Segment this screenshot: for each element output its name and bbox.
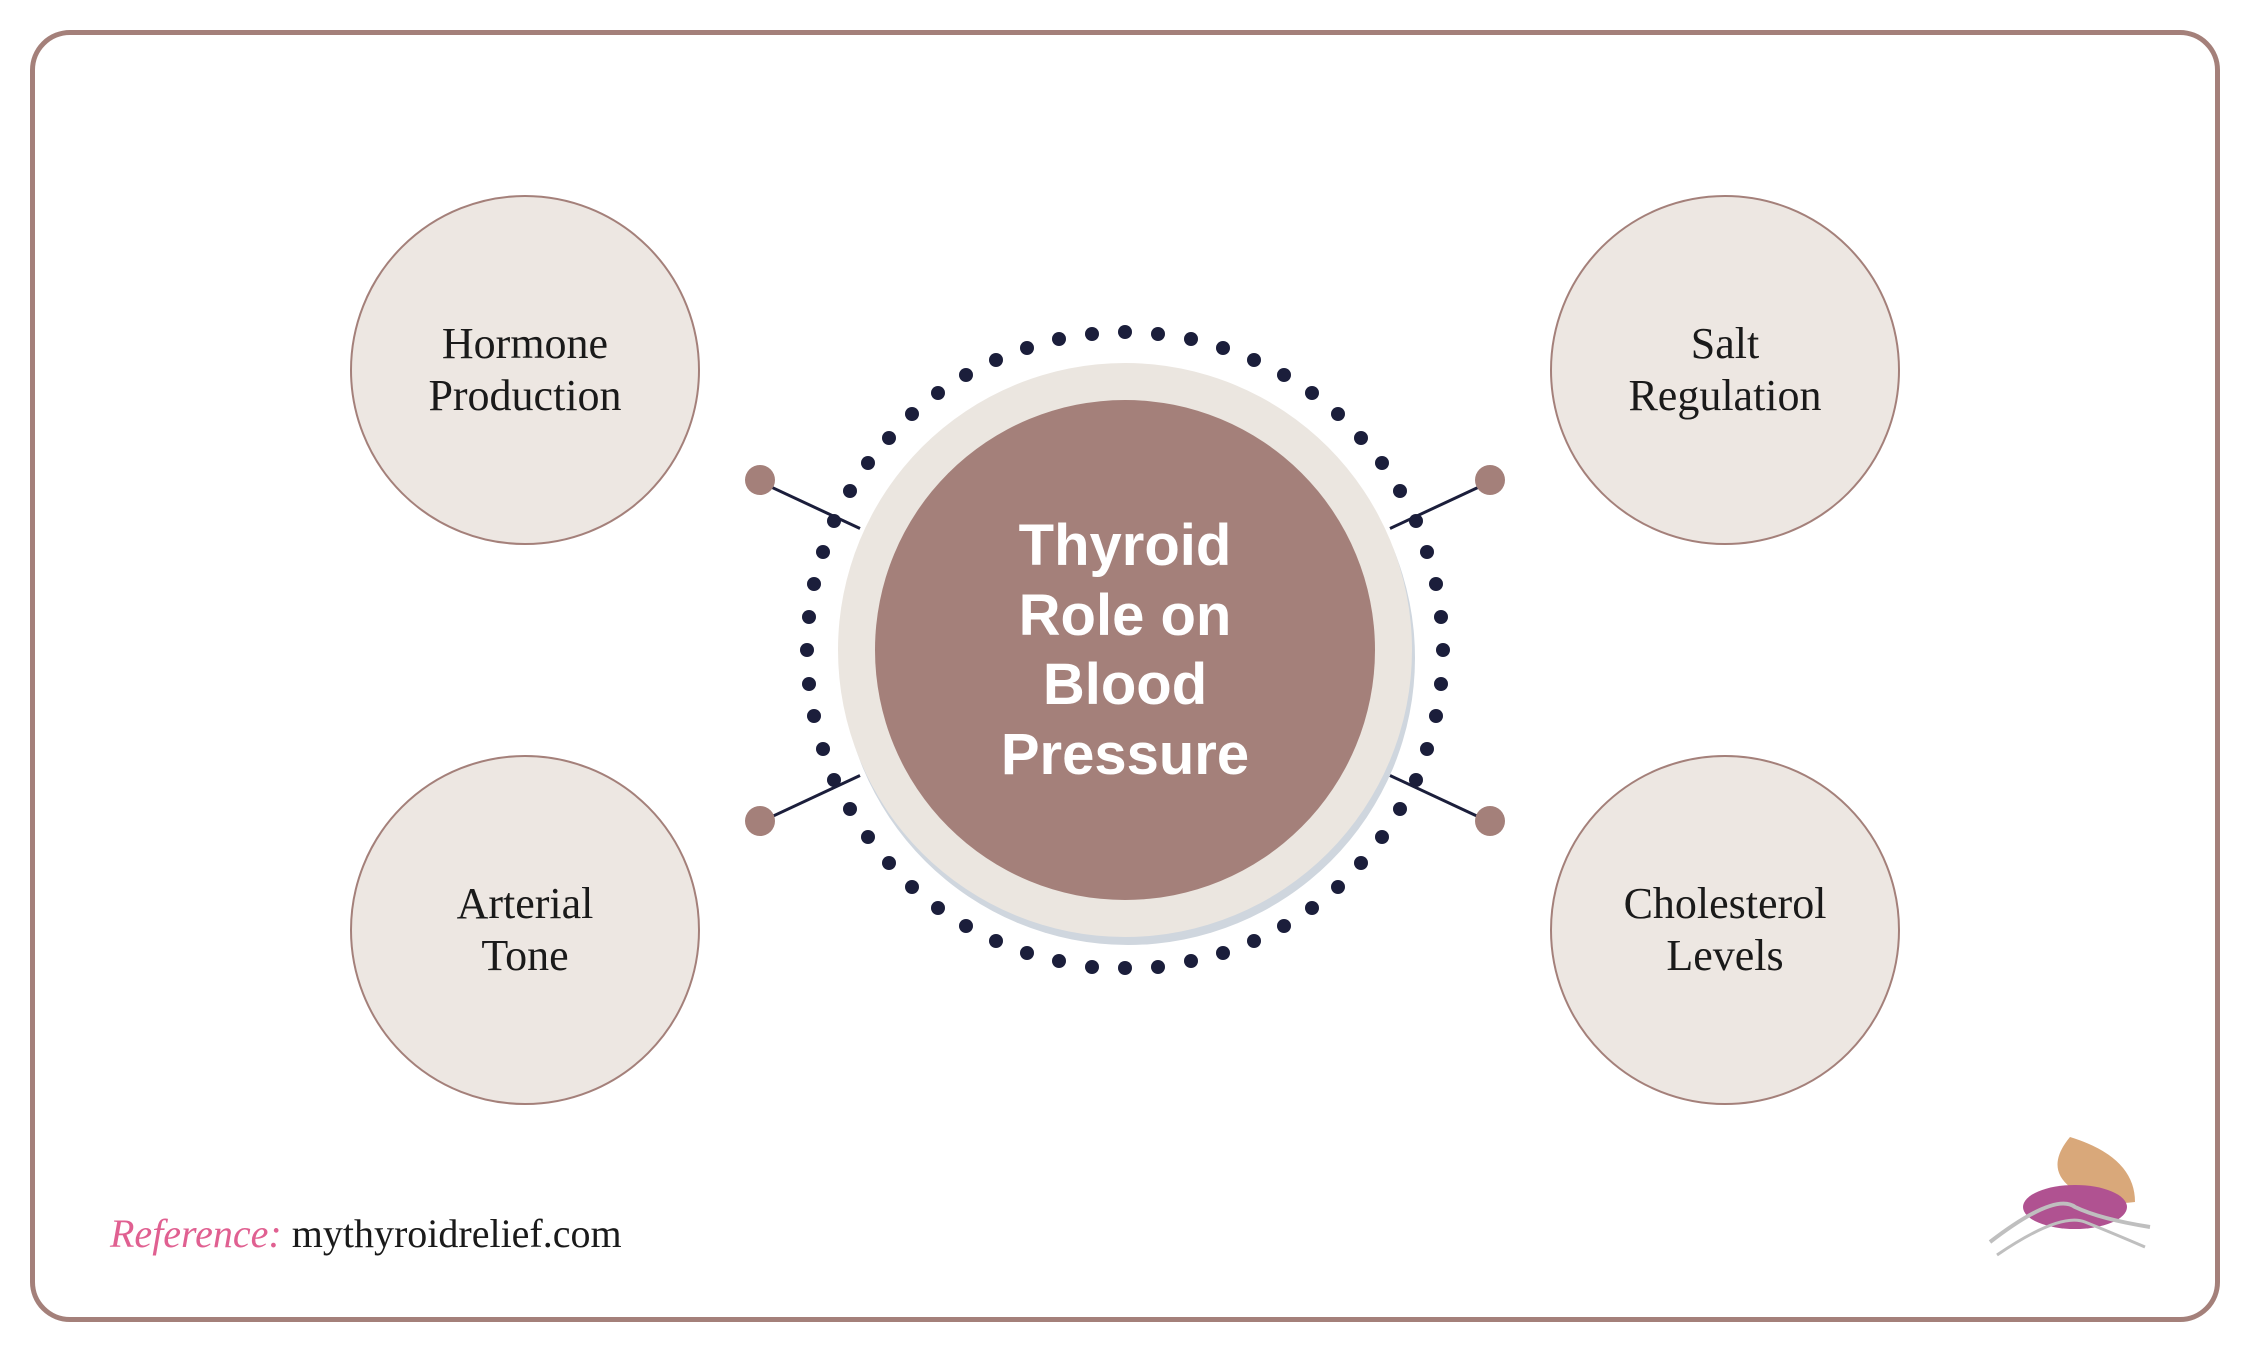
outer-frame: Thyroid Role on Blood Pressure Hormone Pr… [30, 30, 2220, 1322]
brand-logo-icon [1985, 1127, 2155, 1272]
center-topic-circle: Thyroid Role on Blood Pressure [875, 400, 1375, 900]
satellite-node: Hormone Production [350, 195, 700, 545]
satellite-label: Arterial Tone [457, 878, 594, 982]
satellite-label: Salt Regulation [1628, 318, 1821, 422]
satellite-node: Arterial Tone [350, 755, 700, 1105]
reference-label: Reference: [110, 1211, 282, 1256]
connector-dot-icon [1475, 465, 1505, 495]
satellite-label: Hormone Production [428, 318, 621, 422]
satellite-label: Cholesterol Levels [1624, 878, 1827, 982]
reference-url: mythyroidrelief.com [292, 1211, 622, 1256]
connector-dot-icon [745, 806, 775, 836]
satellite-node: Cholesterol Levels [1550, 755, 1900, 1105]
satellite-node: Salt Regulation [1550, 195, 1900, 545]
connector-dot-icon [1475, 806, 1505, 836]
reference-citation: Reference: mythyroidrelief.com [110, 1210, 622, 1257]
connector-dot-icon [745, 465, 775, 495]
center-topic-label: Thyroid Role on Blood Pressure [1001, 511, 1249, 789]
